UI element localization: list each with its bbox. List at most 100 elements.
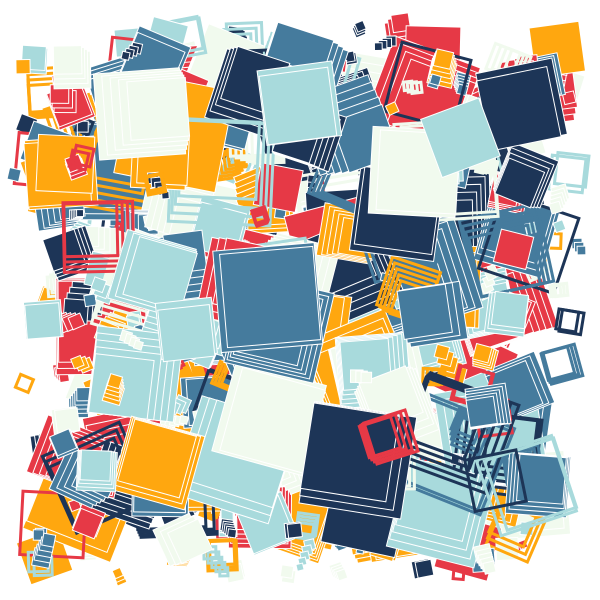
filled-square-stack: [410, 557, 435, 580]
filled-square-stack: [298, 400, 418, 520]
filled-square: [117, 418, 198, 499]
filled-square: [548, 200, 563, 215]
outline-square-stack: [143, 171, 168, 197]
filled-square: [295, 562, 305, 572]
filled-square: [428, 73, 442, 87]
filled-square-stack: [49, 84, 77, 114]
filled-square-stack: [349, 369, 373, 384]
filled-square: [492, 228, 535, 271]
filled-square-stack: [334, 331, 413, 410]
filled-square: [70, 354, 85, 370]
filled-square-stack: [107, 228, 198, 319]
filled-square-stack: [283, 521, 303, 540]
filled-square-stack: [475, 57, 569, 152]
outline-square-stack: [539, 342, 585, 386]
filled-square: [90, 276, 108, 294]
filled-square-stack: [92, 67, 191, 161]
filled-square-stack: [426, 48, 458, 89]
filled-square: [279, 564, 295, 579]
filled-square: [433, 343, 451, 361]
outline-square: [462, 448, 529, 514]
filled-square-stack: [118, 329, 144, 351]
outline-square-stack: [554, 307, 586, 337]
filled-square: [178, 414, 189, 426]
filled-square-stack: [71, 503, 107, 540]
outline-square: [62, 201, 120, 259]
filled-square: [384, 101, 400, 117]
filled-square-stack: [70, 354, 95, 374]
filled-square-stack: [295, 538, 317, 572]
filled-square: [576, 245, 587, 256]
outline-square: [554, 307, 581, 334]
outline-square-stack: [67, 143, 96, 172]
filled-square: [49, 428, 78, 457]
filled-square: [465, 395, 498, 429]
filled-square-stack: [52, 45, 92, 90]
outline-square-stack: [474, 433, 579, 538]
filled-square: [126, 77, 191, 141]
filled-square-stack: [22, 299, 64, 340]
filled-square: [335, 568, 349, 582]
outline-square-stack: [357, 408, 420, 466]
filled-square: [515, 453, 567, 505]
filled-square-stack: [279, 564, 297, 585]
outline-square: [451, 567, 466, 582]
filled-square-stack: [219, 518, 238, 539]
filled-square-stack: [211, 360, 328, 477]
filled-square: [6, 166, 22, 183]
filled-square: [360, 371, 373, 384]
filled-square: [353, 19, 367, 33]
outline-square-stack: [476, 191, 581, 296]
filled-square: [490, 290, 530, 330]
filled-square-stack: [101, 373, 126, 407]
filled-square-stack: [110, 415, 206, 511]
filled-square-stack: [477, 263, 498, 301]
outline-square: [401, 79, 415, 93]
filled-square: [373, 42, 383, 52]
outline-square: [70, 143, 96, 169]
filled-square-stack: [75, 449, 118, 493]
filled-square: [120, 50, 131, 61]
filled-square-stack: [154, 296, 218, 363]
filled-square: [24, 302, 62, 340]
filled-square-stack: [69, 209, 85, 221]
filled-square-stack: [492, 141, 560, 209]
filled-square: [52, 45, 83, 75]
square-layer: [6, 12, 591, 587]
filled-square: [15, 58, 31, 75]
filled-square-stack: [464, 382, 512, 430]
filled-square: [76, 209, 85, 218]
filled-square-stack: [256, 60, 343, 147]
outline-square: [67, 148, 91, 172]
outline-square: [476, 191, 581, 296]
filled-square: [482, 560, 497, 575]
filled-square: [419, 97, 501, 179]
filled-square-stack: [15, 58, 31, 75]
filled-square-stack: [384, 101, 400, 117]
filled-square-stack: [552, 219, 567, 234]
filled-square-stack: [50, 406, 81, 435]
outline-square: [144, 171, 166, 193]
filled-square-stack: [351, 19, 367, 39]
filled-square: [76, 387, 91, 402]
filled-square: [166, 518, 213, 565]
outline-square: [357, 414, 403, 460]
filled-square: [132, 339, 144, 351]
outline-square-stack: [13, 372, 36, 395]
filled-square: [157, 303, 216, 363]
filled-square: [286, 522, 303, 539]
filled-square-stack: [83, 293, 98, 308]
filled-square-stack: [48, 428, 80, 460]
filled-square: [471, 342, 493, 364]
filled-square-stack: [328, 560, 349, 582]
filled-square-stack: [120, 41, 144, 61]
outline-square: [539, 344, 577, 383]
filled-square: [414, 558, 435, 579]
filled-square: [41, 532, 57, 548]
filled-square: [219, 245, 322, 349]
outline-square: [252, 211, 269, 229]
filled-square: [226, 528, 238, 539]
filled-square: [111, 566, 124, 580]
filled-square: [552, 219, 567, 234]
filled-square: [432, 48, 455, 70]
